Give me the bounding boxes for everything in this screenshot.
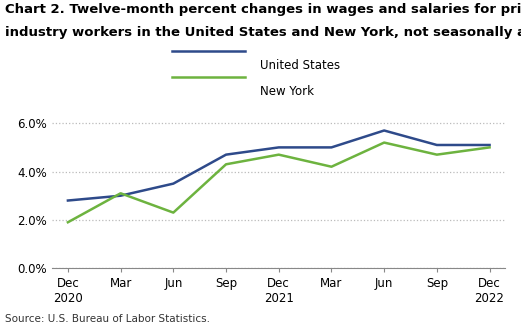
New York <box>328 165 334 169</box>
United States <box>65 198 71 202</box>
Text: industry workers in the United States and New York, not seasonally adjusted: industry workers in the United States an… <box>5 26 521 39</box>
Text: New York: New York <box>260 85 315 98</box>
United States <box>170 182 177 186</box>
United States <box>223 153 229 157</box>
United States <box>118 194 124 198</box>
New York <box>276 153 282 157</box>
New York <box>65 220 71 224</box>
New York <box>118 191 124 195</box>
United States <box>276 146 282 149</box>
United States <box>433 143 440 147</box>
United States <box>328 146 334 149</box>
Text: United States: United States <box>260 59 341 72</box>
Line: New York: New York <box>68 143 490 222</box>
New York <box>223 162 229 166</box>
Line: United States: United States <box>68 130 490 200</box>
Text: Chart 2. Twelve-month percent changes in wages and salaries for private: Chart 2. Twelve-month percent changes in… <box>5 3 521 16</box>
New York <box>381 141 387 145</box>
United States <box>381 129 387 132</box>
New York <box>487 146 493 149</box>
Text: Source: U.S. Bureau of Labor Statistics.: Source: U.S. Bureau of Labor Statistics. <box>5 314 210 324</box>
New York <box>170 211 177 215</box>
New York <box>433 153 440 157</box>
United States <box>487 143 493 147</box>
